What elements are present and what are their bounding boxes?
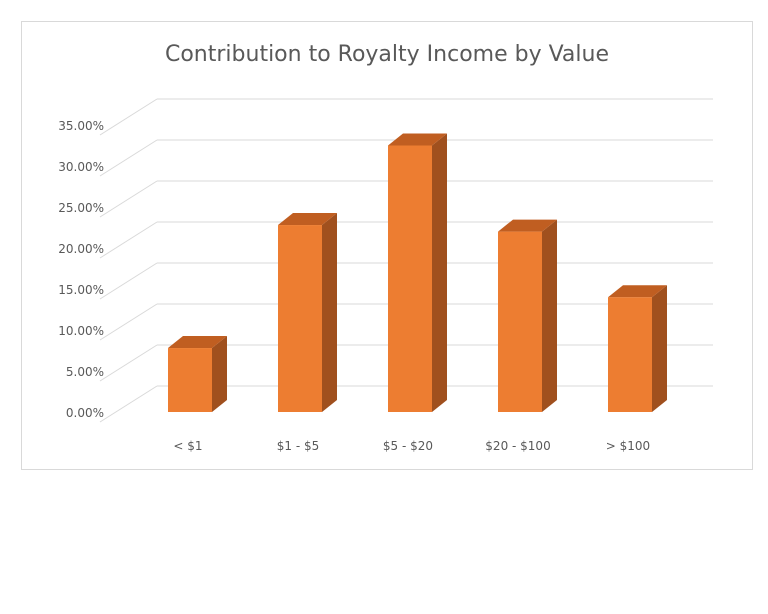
bar (498, 231, 542, 412)
y-tick-label: 30.00% (58, 160, 104, 174)
gridline-diagonal (99, 139, 158, 177)
bar-side (542, 219, 557, 412)
x-tick-label: $20 - $100 (485, 439, 550, 453)
bar (608, 297, 652, 412)
bar-side (322, 213, 337, 412)
bar-top (608, 285, 667, 298)
gridline-diagonal (99, 262, 158, 300)
bar-top (278, 213, 337, 226)
gridline-diagonal (99, 98, 158, 136)
x-tick-label: $5 - $20 (383, 439, 433, 453)
y-tick-label: 35.00% (58, 119, 104, 133)
gridline-diagonal (99, 180, 158, 218)
y-tick-label: 15.00% (58, 283, 104, 297)
chart-title: Contribution to Royalty Income by Value (164, 42, 610, 67)
bar-side (212, 336, 227, 412)
y-tick-label: 10.00% (58, 324, 104, 338)
bar-top (498, 219, 557, 232)
bar-side (432, 133, 447, 412)
bar-top (168, 336, 227, 349)
y-tick-label: 25.00% (58, 201, 104, 215)
gridline-diagonal (99, 344, 158, 382)
y-tick-label: 5.00% (66, 365, 104, 379)
gridline-diagonal (99, 303, 158, 341)
gridline-diagonal (99, 385, 158, 423)
x-tick-label: > $100 (606, 439, 650, 453)
gridline-diagonal (99, 221, 158, 259)
bar (278, 225, 322, 412)
x-tick-label: < $1 (173, 439, 202, 453)
x-tick-label: $1 - $5 (277, 439, 320, 453)
bar (168, 348, 212, 412)
y-tick-label: 0.00% (66, 406, 104, 420)
bar (388, 145, 432, 412)
bar-side (652, 285, 667, 412)
y-tick-label: 20.00% (58, 242, 104, 256)
bar-top (388, 133, 447, 146)
